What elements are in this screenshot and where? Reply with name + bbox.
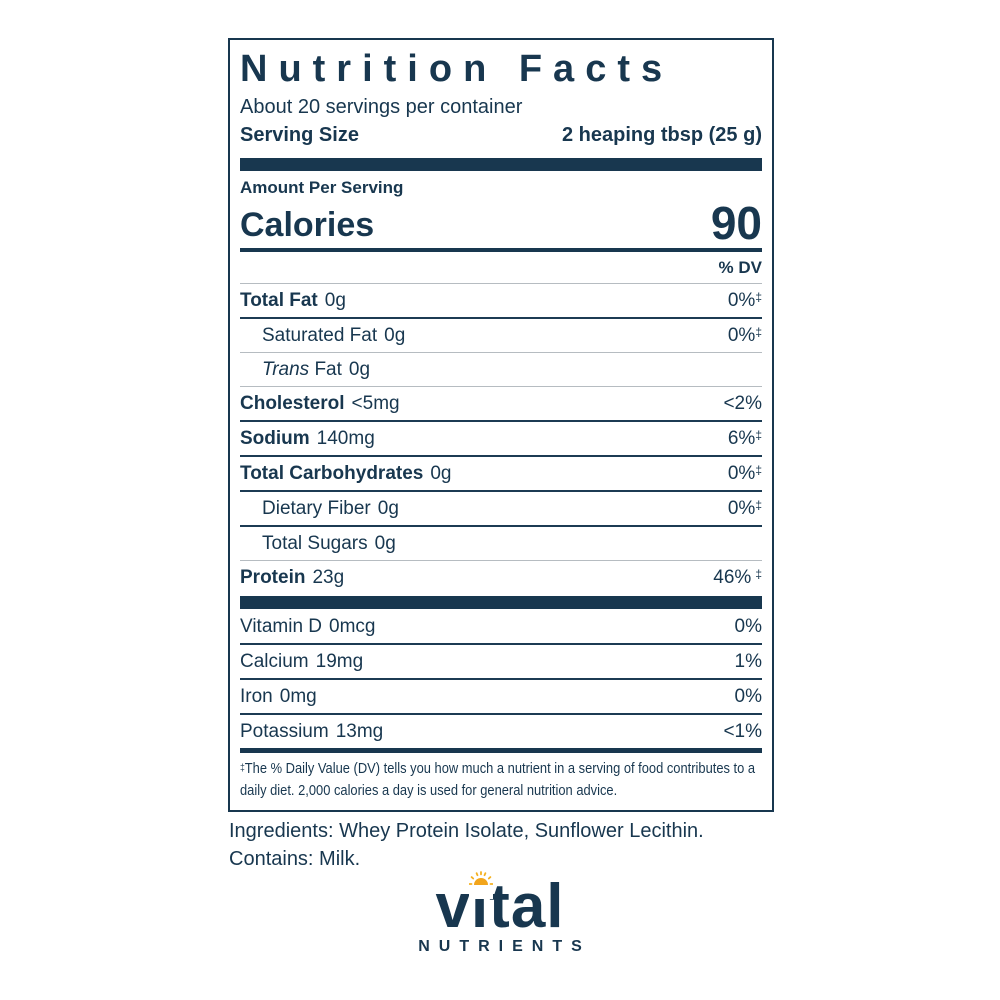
divider-thick-top — [240, 158, 762, 171]
dagger-symbol: ‡ — [240, 763, 245, 774]
nutrient-row-dietary-fiber: Dietary Fiber 0g 0%‡ — [240, 492, 762, 527]
nutrient-name: Dietary Fiber — [262, 498, 371, 519]
nutrient-dv: 0% — [734, 616, 762, 637]
nutrient-dv: 1% — [734, 651, 762, 672]
nutrient-amount: 0g — [348, 359, 371, 380]
sun-icon — [469, 871, 493, 899]
daily-value-footnote: ‡The % Daily Value (DV) tells you how mu… — [240, 758, 762, 802]
nutrient-row-trans-fat: Trans Fat 0g — [240, 353, 762, 387]
nutrient-amount: 0g — [384, 325, 406, 346]
nutrient-name: Vitamin D — [240, 616, 323, 637]
nutrient-dv: 0%‡ — [727, 498, 762, 519]
nutrient-amount: 19mg — [315, 651, 364, 672]
nutrition-facts-title: Nutrition Facts — [240, 48, 674, 90]
nutrient-row-protein: Protein 23g 46% ‡ — [240, 561, 762, 594]
footnote-line-2: daily diet. 2,000 calories a day is used… — [240, 782, 618, 799]
nutrient-amount: 13mg — [335, 721, 384, 742]
nutrient-row-total-fat: Total Fat 0g 0%‡ — [240, 284, 762, 319]
servings-per-container: About 20 servings per container — [240, 96, 523, 118]
nutrient-name: Cholesterol — [240, 393, 345, 414]
nutrient-dv: 6%‡ — [727, 428, 762, 449]
divider-medium-footnote — [240, 748, 762, 753]
nutrient-name-italic: Trans — [262, 359, 310, 380]
nutrient-row-total-sugars: Total Sugars 0g — [240, 527, 762, 561]
footnote-line-1: ‡The % Daily Value (DV) tells you how mu… — [240, 760, 756, 777]
nutrient-name: Sodium — [240, 428, 310, 449]
logo-wordmark: vital — [435, 872, 565, 941]
amount-per-serving-label: Amount Per Serving — [240, 178, 404, 197]
nutrient-amount: 140mg — [316, 428, 375, 449]
nutrient-dv: 0%‡ — [727, 463, 762, 484]
logo-subtext: NUTRIENTS — [418, 938, 591, 955]
nutrient-row-cholesterol: Cholesterol <5mg <2% — [240, 387, 762, 422]
nutrient-name: Protein — [240, 567, 306, 588]
nutrient-dv: <1% — [723, 721, 762, 742]
nutrient-dv: 46% ‡ — [713, 567, 762, 588]
divider-medium-calories — [240, 248, 762, 252]
nutrient-amount: 0g — [324, 290, 346, 311]
divider-thick-middle — [240, 596, 762, 609]
nutrient-amount: 0mcg — [329, 616, 376, 637]
percent-dv-header: % DV — [240, 252, 762, 284]
nutrient-name: Total Carbohydrates — [240, 463, 424, 484]
nutrient-name: Potassium — [240, 721, 329, 742]
nutrient-amount: 0g — [430, 463, 452, 484]
nutrient-name: Calcium — [240, 651, 309, 672]
nutrient-amount: 0mg — [279, 686, 317, 707]
ingredients-line: Ingredients: Whey Protein Isolate, Sunfl… — [229, 820, 704, 842]
nutrient-row-iron: Iron 0mg 0% — [240, 680, 762, 715]
nutrition-facts-panel: Nutrition Facts About 20 servings per co… — [228, 38, 774, 812]
serving-size-label: Serving Size — [240, 124, 359, 146]
nutrient-row-calcium: Calcium 19mg 1% — [240, 645, 762, 680]
nutrient-dv: 0% — [734, 686, 762, 707]
nutrient-name: Total Sugars — [262, 533, 368, 554]
nutrient-name: Saturated Fat — [262, 325, 378, 346]
nutrient-dv: 0%‡ — [727, 325, 762, 346]
nutrient-amount: 23g — [312, 567, 345, 588]
calories-row: Calories 90 — [240, 197, 762, 249]
nutrient-amount: 0g — [374, 533, 396, 554]
nutrient-row-total-carbohydrates: Total Carbohydrates 0g 0%‡ — [240, 457, 762, 492]
nutrient-name: Total Fat — [240, 290, 318, 311]
vital-nutrients-logo: vital NUTRIENTS — [0, 871, 1000, 956]
nutrient-name: Fat — [314, 359, 342, 380]
calories-label: Calories — [240, 206, 375, 244]
ingredients-block: Ingredients: Whey Protein Isolate, Sunfl… — [229, 817, 704, 873]
nutrient-row-potassium: Potassium 13mg <1% — [240, 715, 762, 748]
calories-value: 90 — [710, 197, 762, 249]
nutrient-row-sodium: Sodium 140mg 6%‡ — [240, 422, 762, 457]
nutrient-name: Iron — [240, 686, 273, 707]
nutrient-dv: 0%‡ — [727, 290, 762, 311]
serving-size-value: 2 heaping tbsp (25 g) — [561, 124, 762, 146]
nutrient-dv: <2% — [723, 393, 762, 414]
serving-size-row: Serving Size 2 heaping tbsp (25 g) — [240, 122, 762, 148]
contains-line: Contains: Milk. — [229, 848, 361, 870]
logo-wordmark-wrap: vital — [435, 871, 565, 941]
nutrient-row-saturated-fat: Saturated Fat 0g 0%‡ — [240, 319, 762, 353]
nutrient-amount: <5mg — [351, 393, 400, 414]
nutrient-amount: 0g — [377, 498, 399, 519]
nutrient-row-vitamin-d: Vitamin D 0mcg 0% — [240, 610, 762, 645]
